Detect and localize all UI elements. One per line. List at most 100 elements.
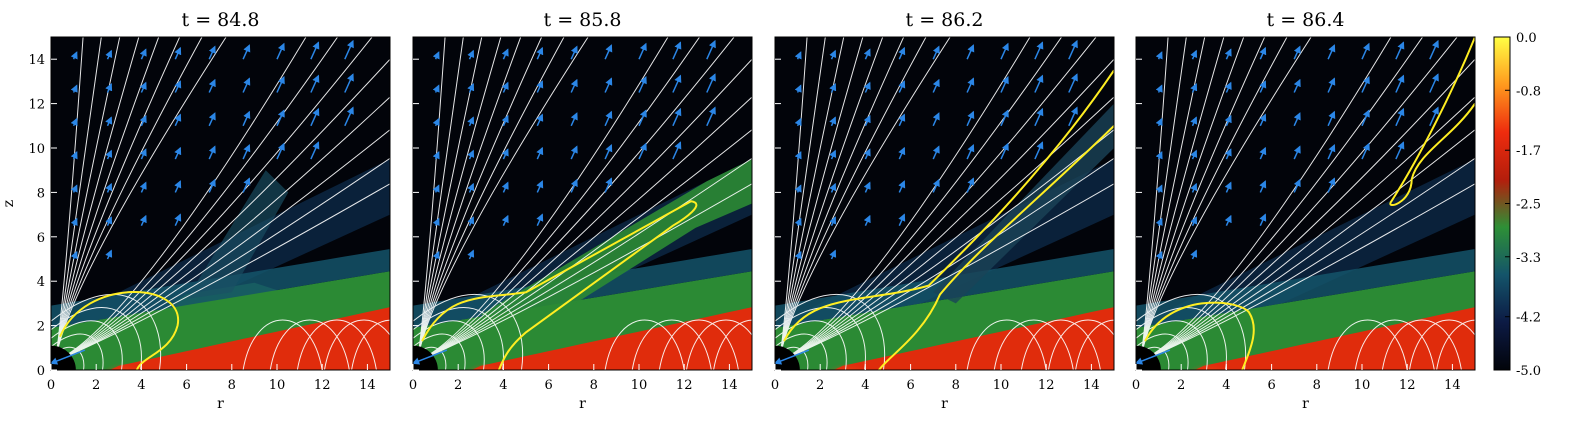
x-tick-label: 14 [1083, 378, 1100, 393]
velocity-arrow [1000, 109, 1009, 127]
velocity-arrow [467, 116, 475, 127]
x-tick-label: 2 [92, 378, 100, 393]
field-line [55, 129, 390, 362]
field-line [417, 129, 752, 362]
velocity-arrow [570, 178, 578, 193]
y-tick-label: 10 [28, 142, 45, 157]
axes-frame [774, 36, 1115, 371]
y-tick-label: 2 [37, 320, 45, 335]
colorbar-tick-label: -4.2 [1516, 311, 1541, 326]
velocity-arrow [638, 42, 647, 60]
hot-inner-disk [1176, 334, 1240, 370]
velocity-arrow [174, 146, 182, 160]
velocity-arrow [174, 213, 182, 227]
x-tick-label: 8 [228, 378, 236, 393]
velocity-arrow [310, 107, 320, 127]
velocity-arrow [932, 112, 940, 127]
colorbar-tick-label: 0.0 [1516, 31, 1537, 46]
velocity-arrow [863, 148, 871, 160]
density-contour [421, 200, 698, 370]
panel-title: t = 86.4 [1267, 9, 1345, 31]
velocity-arrow [829, 249, 837, 260]
disk-field-loop [296, 319, 377, 370]
velocity-arrow [829, 116, 837, 127]
panel-2: 0 2 4 6 8 10 12 14 r t = 85.8 [409, 9, 753, 412]
velocity-arrow [672, 141, 682, 160]
velocity-arrow [1155, 217, 1163, 227]
field-line [1140, 37, 1266, 362]
panel-title: t = 86.2 [906, 9, 984, 31]
field-line [1140, 37, 1424, 362]
velocity-arrow [276, 42, 285, 60]
disk-field-loop [1408, 319, 1475, 370]
velocity-arrow [105, 249, 113, 260]
field-line [779, 58, 1114, 362]
field-line [1140, 157, 1475, 362]
y-tick-label: 14 [28, 53, 45, 68]
y-tick-label: 12 [28, 98, 45, 113]
velocity-arrow [501, 148, 509, 160]
plot-area [51, 37, 390, 370]
velocity-arrow [898, 80, 906, 93]
field-line [1140, 37, 1312, 362]
x-tick-label: 2 [454, 378, 462, 393]
velocity-arrow [1224, 148, 1232, 160]
field-line [417, 37, 589, 362]
velocity-arrow [604, 110, 613, 127]
velocity-arrow [1361, 109, 1370, 127]
velocity-arrow [1395, 107, 1405, 127]
disk-field-loop [685, 319, 752, 370]
x-tick-label: 4 [499, 378, 507, 393]
closed-field-loop [1136, 293, 1247, 370]
velocity-arrow [139, 148, 147, 160]
x-axis-label: r [579, 396, 586, 412]
velocity-arrow [1224, 81, 1232, 93]
closed-field-loop [1136, 307, 1227, 370]
disk-region [833, 307, 1114, 370]
velocity-arrow [1190, 216, 1198, 227]
y-tick-label: 0 [37, 364, 45, 379]
velocity-arrow [1361, 76, 1370, 93]
velocity-arrow [1259, 46, 1267, 60]
field-line [417, 37, 483, 362]
colorbar-tick-label: -3.3 [1516, 251, 1541, 266]
x-tick-label: 0 [47, 378, 55, 393]
x-tick-label: 14 [1444, 378, 1461, 393]
velocity-arrow [604, 44, 613, 60]
field-line [55, 37, 181, 362]
colorbar-ticks: 0.0 -0.8 -1.7 -2.5 -3.3 -4.2 -5.0 [1505, 31, 1541, 379]
velocity-arrow [70, 151, 78, 160]
velocity-arrow [467, 49, 475, 60]
field-lines [51, 37, 390, 370]
disk-field-loop [1020, 319, 1101, 370]
x-tick-label: 6 [182, 378, 190, 393]
field-line [1140, 37, 1169, 362]
disk-region [109, 307, 390, 370]
x-tick-label: 14 [721, 378, 738, 393]
velocity-arrow [932, 178, 940, 193]
field-line [55, 58, 390, 362]
disk-region [1194, 307, 1475, 370]
velocity-arrow [1293, 145, 1301, 160]
velocity-arrow [70, 184, 78, 193]
velocity-arrow [432, 184, 440, 193]
velocity-arrow [1034, 41, 1044, 60]
velocity-arrow [501, 81, 509, 93]
velocity-arrow [501, 114, 509, 127]
field-line [417, 58, 752, 362]
y-tick-label: 8 [37, 186, 45, 201]
velocity-arrow [174, 180, 182, 193]
field-line [779, 37, 951, 362]
velocity-arrow [794, 151, 802, 160]
velocity-arrow [1068, 39, 1078, 60]
density-contour [783, 69, 1114, 370]
velocity-arrow [1034, 74, 1044, 93]
closed-field-loop [51, 293, 162, 370]
velocity-arrow [344, 106, 354, 127]
field-line [55, 37, 339, 362]
velocity-arrow [467, 249, 475, 260]
field-line [55, 183, 390, 362]
y-axis-label: z [1, 200, 17, 207]
velocity-arrow [898, 146, 906, 160]
field-line [1140, 37, 1392, 362]
